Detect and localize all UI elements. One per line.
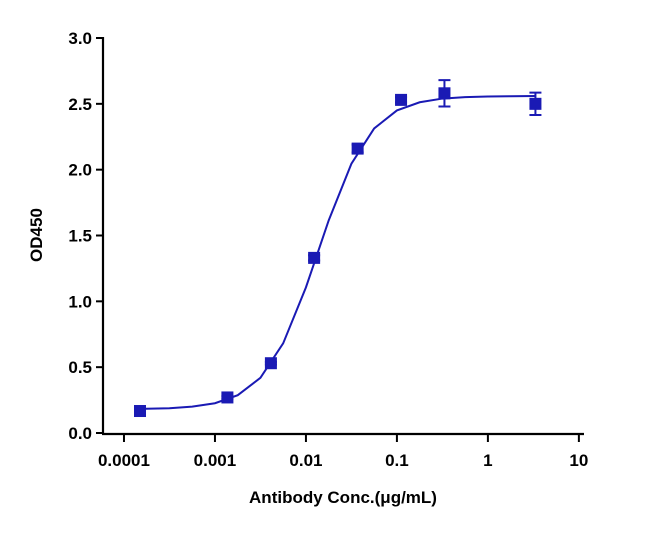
y-tick-label: 1.0 — [68, 292, 92, 311]
data-point — [134, 405, 147, 418]
data-point — [351, 142, 364, 155]
x-tick-label: 0.01 — [289, 451, 322, 470]
data-point — [308, 251, 321, 264]
y-tick-label: 0.5 — [68, 358, 92, 377]
data-point — [438, 87, 451, 100]
data-point — [264, 357, 277, 370]
data-point — [395, 93, 408, 106]
y-tick-label: 2.5 — [68, 95, 92, 114]
y-tick-label: 0.0 — [68, 424, 92, 443]
x-tick-label: 1 — [483, 451, 492, 470]
x-tick-label: 0.1 — [385, 451, 409, 470]
x-tick-label: 0.001 — [194, 451, 237, 470]
y-tick-label: 1.5 — [68, 227, 92, 246]
data-point — [221, 391, 234, 404]
x-tick-label: 0.0001 — [98, 451, 150, 470]
y-axis-label: OD450 — [27, 208, 46, 262]
x-tick-label: 10 — [569, 451, 588, 470]
x-axis-label: Antibody Conc.(μg/mL) — [249, 488, 437, 507]
fit-curve — [139, 95, 536, 410]
y-tick-label: 3.0 — [68, 29, 92, 48]
y-tick-label: 2.0 — [68, 161, 92, 180]
data-point — [529, 97, 542, 110]
